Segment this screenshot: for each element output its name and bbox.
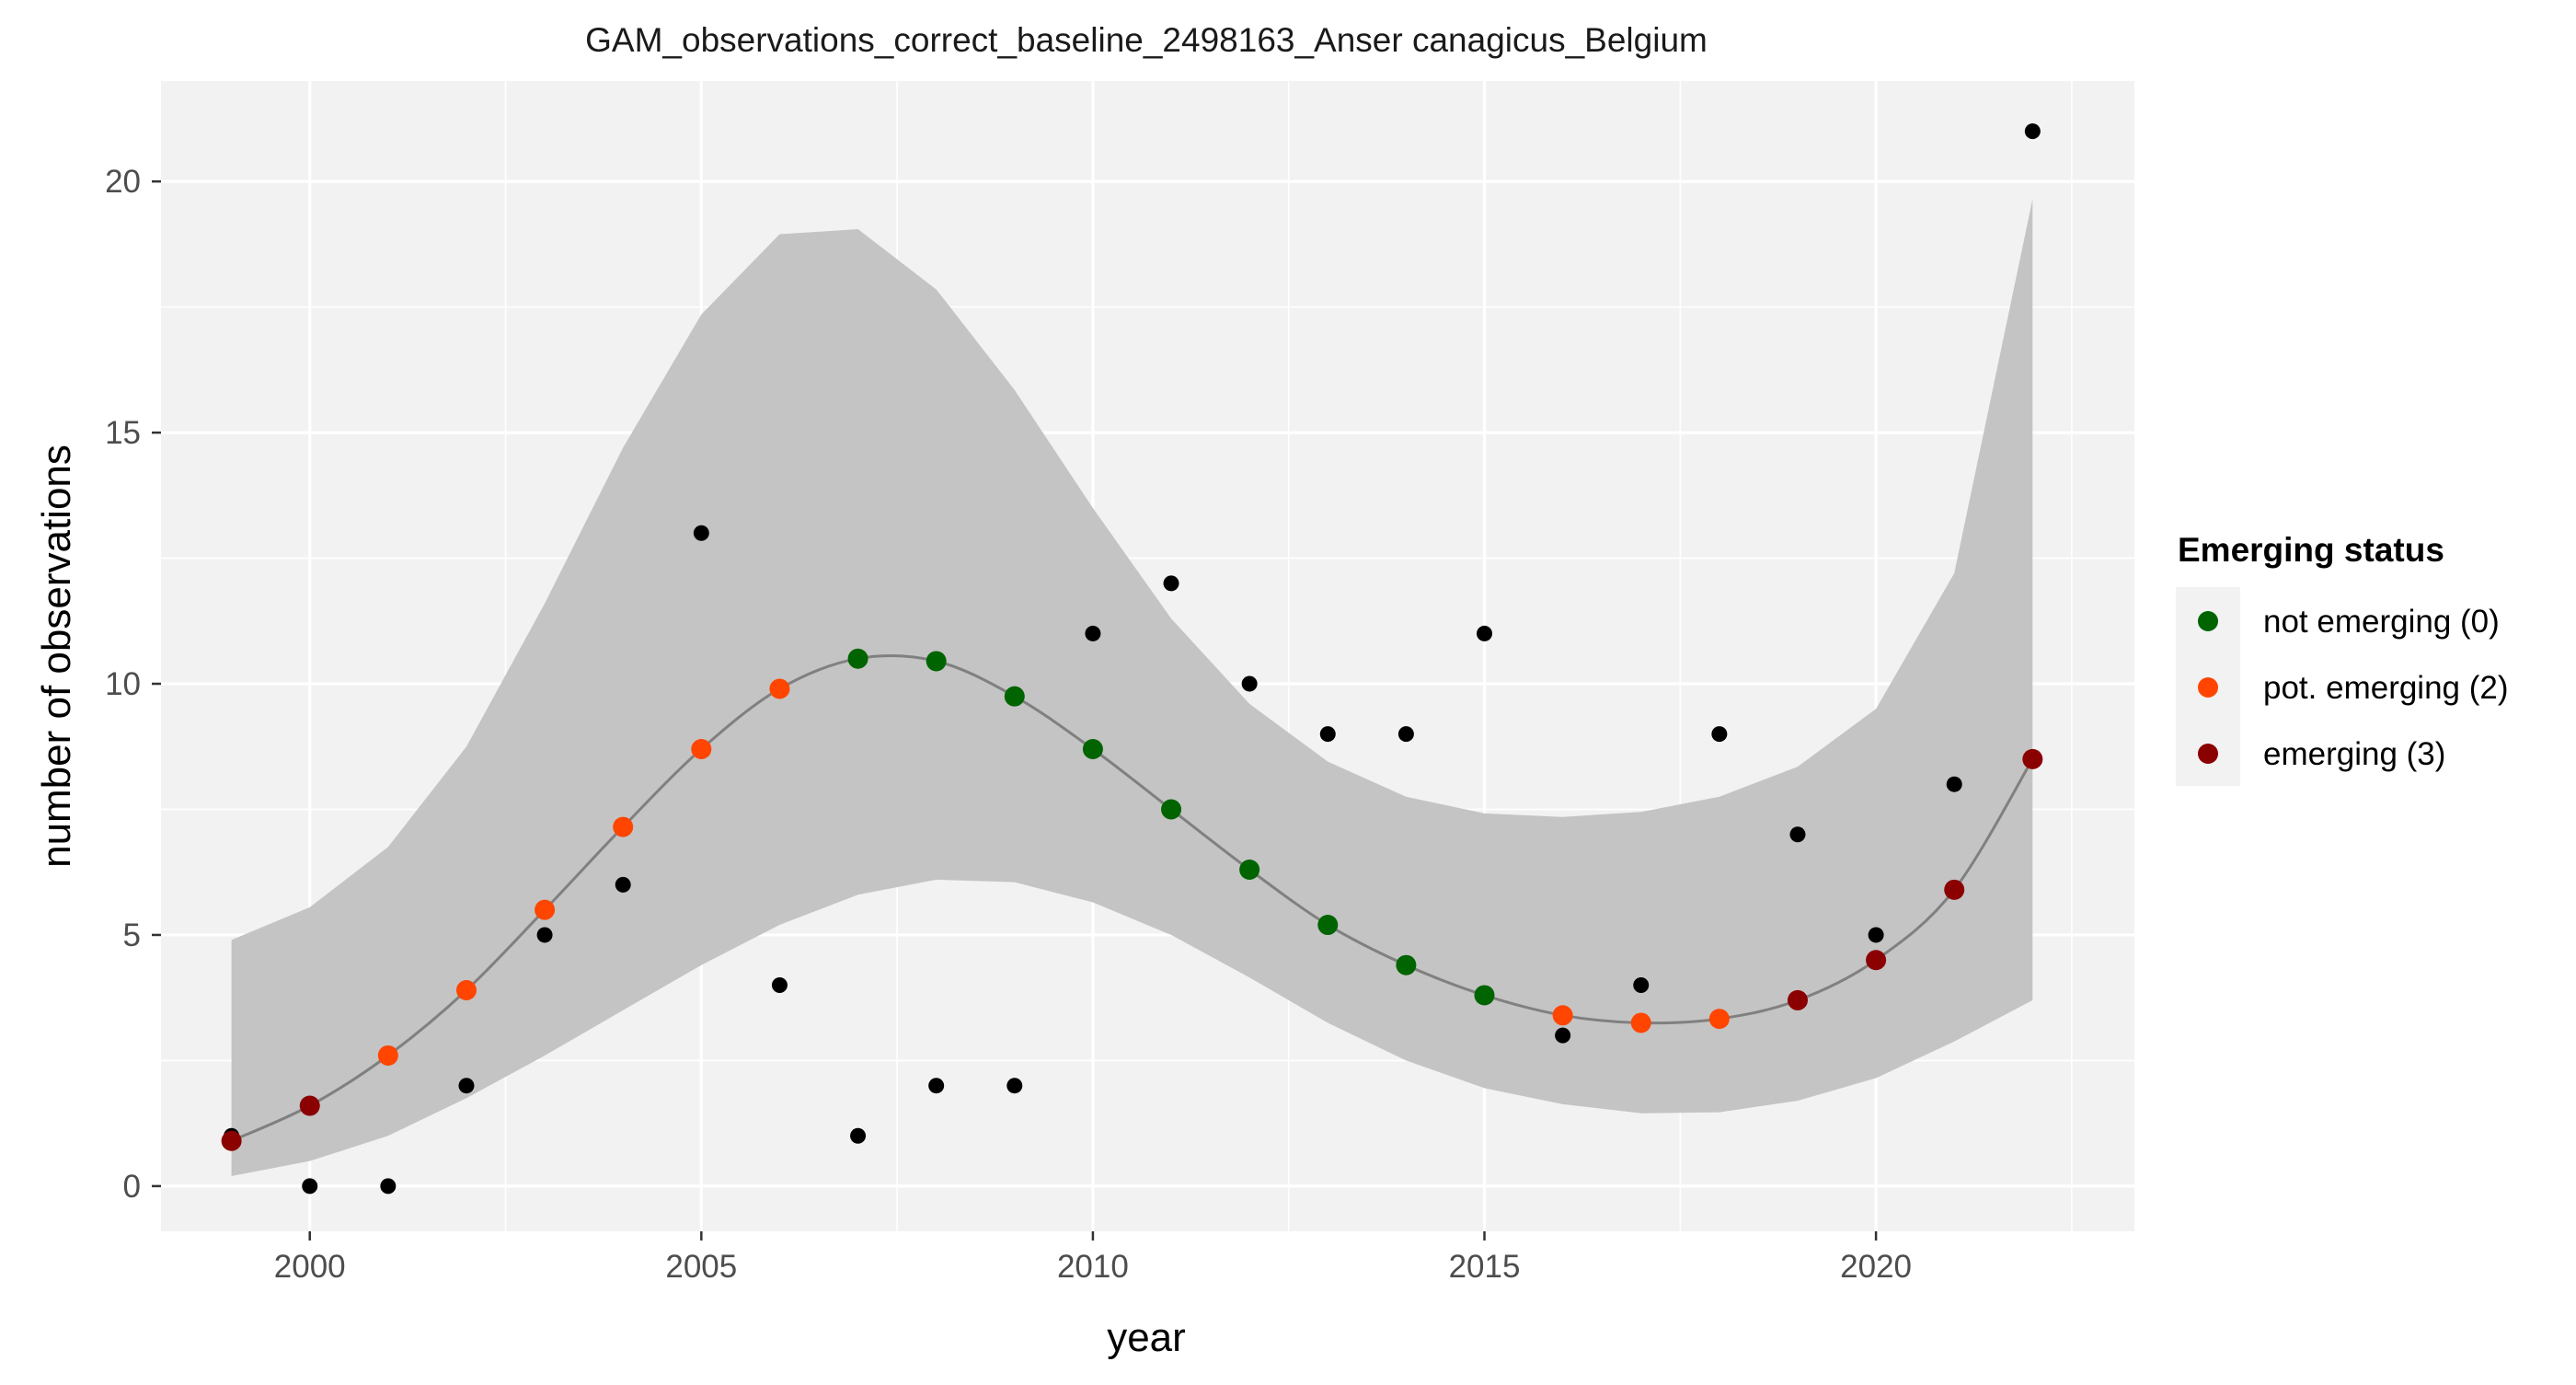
observed-point [380,1178,397,1195]
legend-label: emerging (3) [2263,736,2445,772]
y-tick-label: 0 [123,1169,141,1205]
observed-point [1006,1078,1023,1094]
axis-layer: 2000 2005 2010 2015 2020 0 5 10 15 20 [105,164,1912,1285]
chart-title: GAM_observations_correct_baseline_249816… [585,21,1708,59]
fitted-point [1787,989,1808,1010]
observed-point [458,1078,475,1094]
observed-point [693,525,709,541]
fitted-point [926,651,947,672]
y-tick-label: 20 [105,164,141,200]
observed-point [1319,726,1336,743]
observed-point [536,927,553,943]
legend-label: pot. emerging (2) [2263,670,2509,706]
y-tick-label: 5 [123,918,141,953]
y-tick-label: 15 [105,415,141,451]
observed-point [1789,826,1806,843]
legend-title: Emerging status [2178,531,2444,569]
observed-point [1477,625,1493,641]
ribbon-layer [231,199,2033,1176]
confidence-ribbon [231,199,2033,1176]
gam-fit-line [230,654,2034,1143]
observed-point [1633,977,1650,994]
legend: Emerging status not emerging (0) pot. eme… [2176,531,2509,786]
observed-point [1868,927,1884,943]
observed-point [928,1078,945,1094]
x-tick-label: 2015 [1449,1249,1521,1285]
fitted-point [1082,738,1103,759]
fitted-point [1474,985,1495,1006]
fitted-point [847,648,868,669]
fitted-point [1944,879,1965,900]
y-axis-label: number of observations [34,444,79,868]
observed-point [1397,726,1414,743]
x-tick-label: 2005 [665,1249,737,1285]
observed-point [771,977,788,994]
observed-point [1711,726,1728,743]
fitted-point [299,1095,320,1116]
observed-point [850,1127,867,1144]
observed-point [1085,625,1101,641]
fitted-point [1866,950,1887,971]
fitted-point [769,678,790,699]
observed-point [1946,776,1962,792]
fitted-point [1630,1012,1651,1033]
fitted-point [1161,799,1182,820]
x-tick-label: 2000 [274,1249,346,1285]
fitted-point [691,738,712,759]
fitted-point [535,899,556,920]
fitted-point [2022,748,2043,769]
fitted-point [1239,859,1260,880]
fitted-point [455,979,477,1000]
observed-point [615,876,631,893]
points-layer [221,123,2043,1195]
fitted-point [613,816,634,837]
fitted-point [1552,1005,1573,1026]
line-layer [230,654,2034,1143]
observed-point [2024,123,2041,140]
fitted-point [1317,915,1339,936]
legend-key [2198,677,2218,698]
fitted-point [221,1130,242,1151]
y-tick-label: 10 [105,666,141,702]
legend-key [2198,744,2218,764]
legend-key [2198,611,2218,631]
fitted-point [1004,686,1025,707]
x-tick-label: 2010 [1057,1249,1129,1285]
observed-point [302,1178,318,1195]
x-axis-label: year [1107,1315,1186,1360]
x-tick-label: 2020 [1840,1249,1912,1285]
legend-label: not emerging (0) [2263,604,2500,640]
observed-point [1241,675,1258,692]
fitted-point [377,1045,398,1066]
observed-point [1163,575,1179,592]
observed-point [1555,1027,1571,1044]
fitted-point [1708,1009,1730,1030]
fitted-point [1396,954,1417,975]
